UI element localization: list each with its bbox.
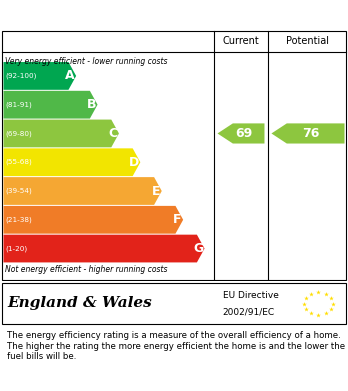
Text: Potential: Potential: [286, 36, 330, 46]
Polygon shape: [3, 91, 97, 118]
Text: EU Directive: EU Directive: [223, 291, 279, 300]
Text: (81-91): (81-91): [5, 101, 32, 108]
Text: D: D: [129, 156, 139, 169]
Polygon shape: [271, 124, 345, 143]
Text: G: G: [193, 242, 203, 255]
Text: B: B: [87, 98, 96, 111]
Text: Very energy efficient - lower running costs: Very energy efficient - lower running co…: [5, 57, 168, 66]
Polygon shape: [3, 148, 140, 176]
Text: 69: 69: [236, 127, 253, 140]
Text: (1-20): (1-20): [5, 245, 27, 252]
Text: 2002/91/EC: 2002/91/EC: [223, 307, 275, 316]
Text: A: A: [65, 70, 75, 83]
Text: (21-38): (21-38): [5, 217, 32, 223]
Text: 76: 76: [302, 127, 320, 140]
Text: (92-100): (92-100): [5, 73, 37, 79]
Polygon shape: [3, 120, 119, 147]
Polygon shape: [3, 235, 205, 262]
Polygon shape: [218, 124, 264, 143]
Polygon shape: [3, 177, 162, 205]
Text: Energy Efficiency Rating: Energy Efficiency Rating: [5, 8, 207, 23]
Text: Not energy efficient - higher running costs: Not energy efficient - higher running co…: [5, 265, 168, 274]
Polygon shape: [3, 62, 76, 90]
Text: E: E: [152, 185, 160, 197]
Text: (69-80): (69-80): [5, 130, 32, 137]
Text: (39-54): (39-54): [5, 188, 32, 194]
Text: England & Wales: England & Wales: [7, 296, 152, 310]
Text: The energy efficiency rating is a measure of the overall efficiency of a home. T: The energy efficiency rating is a measur…: [7, 331, 345, 361]
Text: (55-68): (55-68): [5, 159, 32, 165]
Text: Current: Current: [223, 36, 259, 46]
Polygon shape: [3, 206, 183, 234]
Text: F: F: [173, 213, 182, 226]
Text: C: C: [109, 127, 118, 140]
